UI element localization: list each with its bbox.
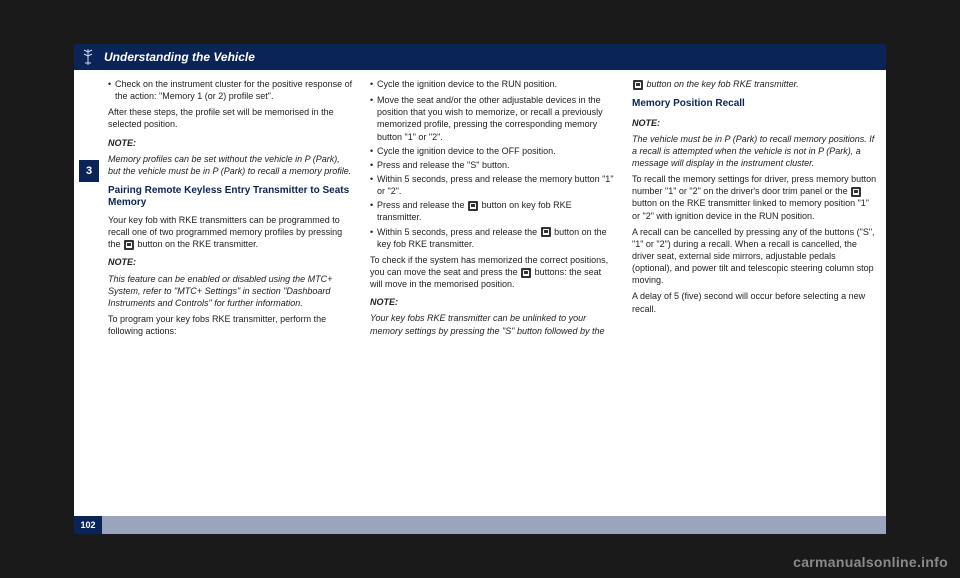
list-item: Move the seat and/or the other adjustabl…	[370, 94, 616, 143]
list-item: Within 5 seconds, press and release the …	[370, 173, 616, 197]
header-bar: Understanding the Vehicle	[74, 44, 886, 70]
list-item: Within 5 seconds, press and release the …	[370, 226, 616, 250]
paragraph: To program your key fobs RKE transmitter…	[108, 313, 354, 337]
lock-icon	[541, 227, 551, 237]
note-heading: NOTE:	[370, 296, 616, 308]
bulleted-list: Check on the instrument cluster for the …	[108, 78, 354, 102]
section-title: Understanding the Vehicle	[102, 50, 255, 64]
text-run: To recall the memory settings for driver…	[632, 174, 876, 196]
chapter-thumb-tab: 3	[79, 160, 99, 182]
note-body: Memory profiles can be set without the v…	[108, 153, 354, 177]
sidebar: 3	[74, 70, 104, 510]
subheading: Pairing Remote Keyless Entry Transmitter…	[108, 185, 354, 210]
text-run: button on the key fob RKE transmitter.	[644, 79, 799, 89]
brand-trident-icon	[74, 44, 102, 70]
page-number: 102	[74, 516, 102, 534]
note-heading: NOTE:	[632, 117, 878, 129]
bulleted-list: Cycle the ignition device to the RUN pos…	[370, 78, 616, 90]
note-heading: NOTE:	[108, 137, 354, 149]
list-item: Press and release the "S" button.	[370, 159, 616, 171]
note-body: This feature can be enabled or disabled …	[108, 273, 354, 309]
note-body: The vehicle must be in P (Park) to recal…	[632, 133, 878, 169]
lock-icon	[468, 201, 478, 211]
list-item: Press and release the button on key fob …	[370, 199, 616, 223]
paragraph: A recall can be cancelled by pressing an…	[632, 226, 878, 287]
body-text-columns: Check on the instrument cluster for the …	[108, 78, 878, 498]
text-run: Within 5 seconds, press and release the	[377, 227, 540, 237]
list-item: Cycle the ignition device to the RUN pos…	[370, 78, 616, 90]
note-heading: NOTE:	[108, 256, 354, 268]
text-run: button on the RKE transmitter.	[135, 239, 258, 249]
lock-icon	[124, 240, 134, 250]
text-run: Press and release the	[377, 200, 467, 210]
paragraph: After these steps, the profile set will …	[108, 106, 354, 130]
lock-icon	[851, 187, 861, 197]
list-item: Cycle the ignition device to the OFF pos…	[370, 145, 616, 157]
text-run: button on the RKE transmitter linked to …	[632, 198, 869, 220]
subheading: Memory Position Recall	[632, 98, 878, 111]
footer-bar: 102	[74, 516, 886, 534]
manual-page: Understanding the Vehicle 3 Check on the…	[74, 44, 886, 534]
paragraph: A delay of 5 (five) second will occur be…	[632, 290, 878, 314]
text-run: Your key fobs RKE transmitter can be unl…	[370, 313, 605, 335]
watermark-text: carmanualsonline.info	[793, 554, 948, 570]
lock-icon	[521, 268, 531, 278]
list-item: Check on the instrument cluster for the …	[108, 78, 354, 102]
bulleted-list: Move the seat and/or the other adjustabl…	[370, 94, 616, 250]
paragraph: To check if the system has memorized the…	[370, 254, 616, 290]
paragraph: To recall the memory settings for driver…	[632, 173, 878, 222]
paragraph: Your key fob with RKE transmitters can b…	[108, 214, 354, 250]
lock-icon	[633, 80, 643, 90]
